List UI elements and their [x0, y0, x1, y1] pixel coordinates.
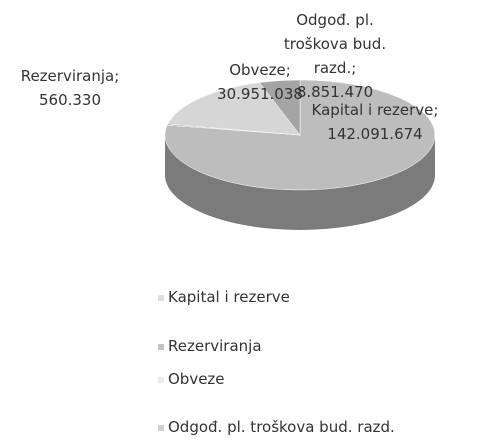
data-label: Rezerviranja; 560.330 [0, 64, 140, 112]
legend-label: Kapital i rezerve [168, 288, 290, 306]
legend-label: Obveze [168, 370, 225, 388]
data-label-name: Odgođ. pl. troškova bud. razd. [283, 11, 387, 77]
legend-label: Rezerviranja [168, 337, 262, 355]
data-label-value: 30.951.038 [217, 85, 303, 103]
data-label: Obveze; 30.951.038 [205, 58, 315, 106]
data-label-separator: ; [433, 101, 439, 119]
data-label-value: 560.330 [38, 91, 102, 109]
legend-swatch [158, 295, 164, 301]
data-label-value: 8.851.470 [296, 83, 374, 101]
legend-label: Odgođ. pl. troškova bud. razd. [168, 418, 395, 436]
data-label-separator: ; [285, 61, 291, 79]
data-label-name: Kapital i rezerve [311, 101, 434, 119]
data-label: Kapital i rezerve; 142.091.674 [300, 98, 450, 146]
data-label-separator: ; [114, 67, 120, 85]
legend-swatch [158, 344, 164, 350]
pie-slice [259, 79, 301, 136]
legend-swatch [158, 425, 164, 431]
data-label-name: Obveze [229, 61, 286, 79]
data-label-separator: ; [351, 59, 357, 77]
data-label-value: 142.091.674 [327, 125, 423, 143]
data-label-name: Rezerviranja [20, 67, 115, 85]
pie-slice [167, 82, 301, 136]
pie-side [165, 135, 435, 230]
data-label: Odgođ. pl. troškova bud. razd.; 8.851.47… [275, 8, 395, 104]
legend-swatch [158, 377, 164, 383]
